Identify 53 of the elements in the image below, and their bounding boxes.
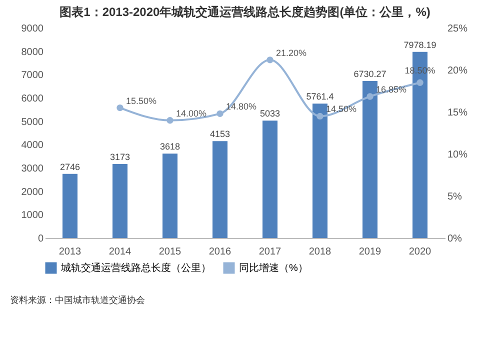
- data-label: 5033: [260, 108, 280, 119]
- y2-tick-label: 0%: [448, 234, 462, 244]
- bar: [312, 104, 328, 238]
- data-label: 4153: [210, 129, 230, 140]
- x-tick-label: 2019: [358, 246, 382, 258]
- x-tick-label: 2020: [408, 246, 432, 258]
- x-tick-label: 2014: [108, 246, 132, 258]
- y-tick-label: 3000: [21, 164, 44, 174]
- x-tick-label: 2018: [308, 246, 332, 258]
- bar: [362, 80, 378, 238]
- y2-tick-label: 15%: [448, 108, 468, 118]
- y2-tick-label: 20%: [448, 66, 468, 76]
- data-label: 7978.19: [404, 40, 436, 50]
- bar: [112, 164, 128, 238]
- data-label: 2746: [60, 162, 80, 172]
- y-tick-label: 9000: [21, 24, 44, 34]
- point: [366, 93, 374, 100]
- data-label: 5761.4: [306, 92, 334, 102]
- y-tick-label: 7000: [21, 70, 44, 82]
- point: [316, 112, 324, 120]
- y2-tick-label: 5%: [448, 192, 462, 202]
- y-tick-label: 1000: [21, 210, 44, 222]
- point: [166, 117, 174, 124]
- point: [116, 104, 124, 112]
- y-tick-label: 0: [38, 234, 44, 244]
- data-label: 21.20%: [276, 48, 307, 58]
- data-label: 6730.27: [354, 68, 386, 79]
- data-label: 14.00%: [176, 108, 207, 118]
- data-label: 15.50%: [126, 96, 157, 106]
- chart-title: 图表1：2013-2020年城轨交通运营线路总长度趋势图(单位：公里，%): [60, 5, 430, 19]
- y-tick-label: 6000: [21, 94, 44, 104]
- x-tick-label: 2017: [258, 246, 282, 258]
- y-tick-label: 4000: [21, 140, 44, 152]
- y-tick-label: 5000: [21, 116, 44, 128]
- x-tick-label: 2013: [58, 246, 82, 258]
- legend-label: 同比增速（%）: [239, 262, 308, 274]
- x-tick-label: 2016: [208, 246, 232, 258]
- data-label: 3173: [110, 152, 130, 162]
- y2-tick-label: 25%: [448, 24, 468, 34]
- y2-tick-label: 10%: [448, 150, 468, 160]
- bar: [262, 120, 278, 238]
- text: 资料来源：中国城市轨道交通协会: [10, 295, 145, 305]
- data-label: 3618: [160, 142, 180, 152]
- point: [416, 79, 424, 86]
- point: [216, 110, 224, 118]
- y-tick-label: 2000: [21, 186, 44, 198]
- bar: [212, 141, 228, 238]
- y-tick-label: 8000: [21, 46, 44, 58]
- point: [266, 56, 274, 64]
- legend-label: 城轨交通运营线路总长度（公里）: [60, 262, 211, 274]
- bar: [162, 154, 178, 238]
- bar: [62, 174, 78, 238]
- x-tick-label: 2015: [158, 246, 182, 258]
